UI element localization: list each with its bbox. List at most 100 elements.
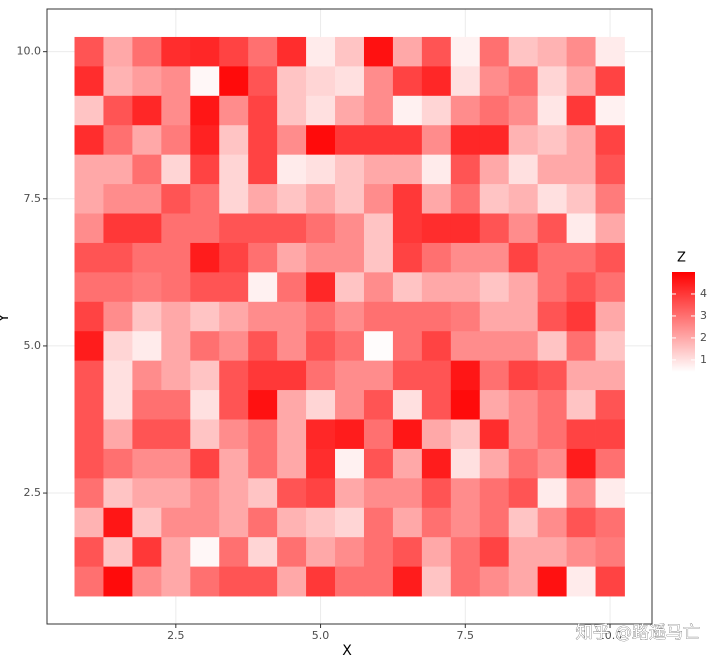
tile: [132, 242, 162, 273]
tile: [566, 213, 596, 244]
tile: [450, 154, 481, 185]
tile: [363, 566, 394, 597]
tile: [161, 242, 191, 273]
tile: [190, 566, 220, 597]
tile: [161, 390, 191, 420]
tile: [190, 478, 220, 509]
tile: [277, 537, 307, 568]
tile: [392, 272, 423, 303]
tile: [306, 566, 336, 597]
tile: [392, 36, 423, 67]
tile: [566, 154, 596, 185]
x-tick-label: 2.5: [167, 629, 185, 642]
tile: [537, 125, 568, 156]
tile: [103, 566, 133, 597]
tile: [595, 184, 625, 214]
tile: [103, 537, 133, 568]
tile: [306, 125, 336, 156]
tile: [450, 184, 481, 214]
tile: [161, 419, 191, 450]
tile: [508, 154, 539, 185]
tile: [392, 301, 423, 332]
tile: [363, 478, 394, 509]
tile: [566, 125, 596, 156]
tile: [566, 390, 596, 420]
tile: [508, 242, 539, 273]
tile: [363, 95, 394, 126]
tile: [595, 301, 625, 332]
tile: [537, 36, 568, 67]
tile: [74, 213, 104, 244]
tile: [595, 36, 625, 67]
tile: [363, 213, 394, 244]
tile: [219, 154, 249, 185]
tile: [421, 507, 452, 538]
tile: [277, 360, 307, 391]
tile: [566, 360, 596, 391]
tile: [103, 66, 133, 97]
tile: [74, 419, 104, 450]
tile: [508, 36, 539, 67]
tile: [479, 360, 510, 391]
tile: [103, 301, 133, 332]
tile: [421, 242, 452, 273]
tile: [219, 360, 249, 391]
tile: [421, 184, 452, 214]
tile: [363, 537, 394, 568]
tile: [335, 331, 365, 362]
tile: [306, 213, 336, 244]
tile: [132, 154, 162, 185]
tile: [219, 213, 249, 244]
tile: [248, 507, 278, 538]
tile: [190, 507, 220, 538]
tile: [537, 390, 568, 420]
tile: [566, 478, 596, 509]
tile: [277, 448, 307, 479]
tile: [363, 242, 394, 273]
tile: [450, 272, 481, 303]
tile: [335, 566, 365, 597]
tile: [190, 125, 220, 156]
tile: [277, 184, 307, 214]
tile: [363, 154, 394, 185]
tile: [248, 301, 278, 332]
tile: [392, 419, 423, 450]
tile: [306, 390, 336, 420]
tile: [306, 507, 336, 538]
tile: [537, 478, 568, 509]
tile: [248, 95, 278, 126]
tile: [219, 390, 249, 420]
tile: [219, 507, 249, 538]
tile: [74, 537, 104, 568]
tile: [248, 478, 278, 509]
tile: [479, 301, 510, 332]
tile: [248, 242, 278, 273]
tile: [306, 360, 336, 391]
tile: [132, 448, 162, 479]
tile: [219, 125, 249, 156]
tile: [103, 154, 133, 185]
tile: [363, 360, 394, 391]
tile: [421, 213, 452, 244]
tile: [248, 213, 278, 244]
tile: [595, 95, 625, 126]
tile: [508, 125, 539, 156]
tile: [103, 125, 133, 156]
tile: [306, 36, 336, 67]
tile: [103, 184, 133, 214]
tile: [421, 154, 452, 185]
tile: [479, 184, 510, 214]
tile: [335, 301, 365, 332]
tile: [335, 95, 365, 126]
tile: [566, 184, 596, 214]
tile: [479, 566, 510, 597]
tile: [190, 537, 220, 568]
tile: [335, 419, 365, 450]
tile: [363, 448, 394, 479]
tile: [566, 301, 596, 332]
tile: [335, 66, 365, 97]
tile: [421, 537, 452, 568]
tile: [306, 272, 336, 303]
tile: [566, 272, 596, 303]
